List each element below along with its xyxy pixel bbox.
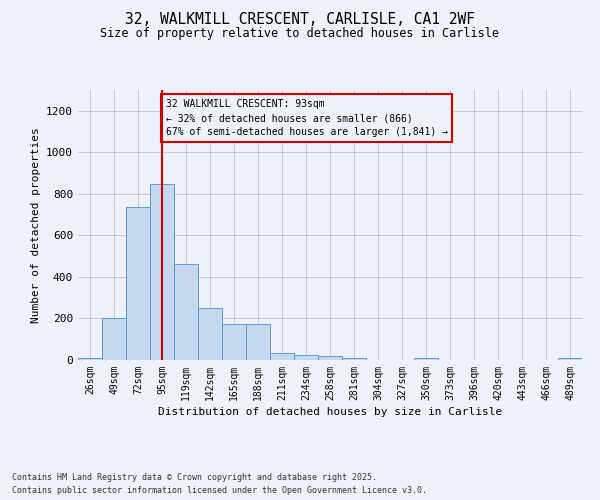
Text: 32, WALKMILL CRESCENT, CARLISLE, CA1 2WF: 32, WALKMILL CRESCENT, CARLISLE, CA1 2WF (125, 12, 475, 28)
Bar (198, 308, 222, 360)
Bar (342, 358, 366, 360)
Text: Contains HM Land Registry data © Crown copyright and database right 2025.: Contains HM Land Registry data © Crown c… (12, 472, 377, 482)
Bar (414, 358, 438, 360)
Bar (174, 264, 198, 360)
Text: Contains public sector information licensed under the Open Government Licence v3: Contains public sector information licen… (12, 486, 427, 495)
Bar (102, 318, 126, 360)
Bar (558, 358, 582, 360)
Text: Size of property relative to detached houses in Carlisle: Size of property relative to detached ho… (101, 28, 499, 40)
Bar (270, 352, 294, 360)
Text: 32 WALKMILL CRESCENT: 93sqm
← 32% of detached houses are smaller (866)
67% of se: 32 WALKMILL CRESCENT: 93sqm ← 32% of det… (166, 100, 448, 138)
Bar (78, 358, 102, 360)
Y-axis label: Number of detached properties: Number of detached properties (31, 127, 41, 323)
Bar (318, 356, 342, 360)
Bar (222, 324, 246, 360)
Bar (246, 324, 270, 360)
X-axis label: Distribution of detached houses by size in Carlisle: Distribution of detached houses by size … (158, 407, 502, 417)
Bar (294, 355, 318, 360)
Bar (126, 208, 150, 360)
Bar (150, 184, 174, 360)
